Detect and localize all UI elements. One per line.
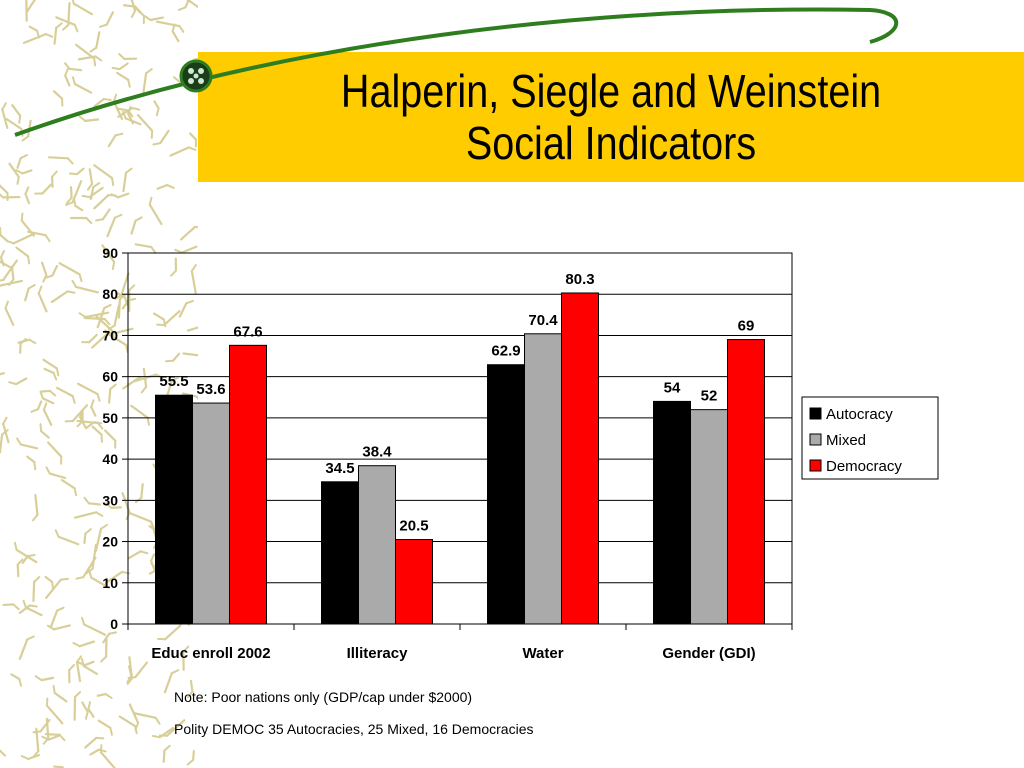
x-tick-label: Illiteracy xyxy=(347,645,409,662)
bar-autocracy xyxy=(321,481,359,625)
bar-democracy xyxy=(561,292,599,625)
y-tick-label: 60 xyxy=(102,369,118,385)
note-line-1: Note: Poor nations only (GDP/cap under $… xyxy=(174,689,473,705)
data-label: 69 xyxy=(738,318,755,335)
y-tick-label: 0 xyxy=(110,616,118,632)
globe-icon xyxy=(179,59,213,93)
note-line-2: Polity DEMOC 35 Autocracies, 25 Mixed, 1… xyxy=(174,721,534,737)
data-label: 34.5 xyxy=(325,460,354,477)
title-line-2: Social Indicators xyxy=(465,117,757,169)
y-tick-label: 10 xyxy=(102,575,118,591)
bar-autocracy xyxy=(487,364,525,625)
bar-mixed xyxy=(690,409,728,625)
legend-box xyxy=(801,396,939,480)
data-label: 70.4 xyxy=(528,312,558,329)
bar-mixed xyxy=(524,333,562,625)
legend-label: Democracy xyxy=(826,458,902,475)
legend: Autocracy Mixed Democracy xyxy=(801,396,939,480)
y-tick-label: 40 xyxy=(102,451,118,467)
swoosh-decoration xyxy=(14,7,899,137)
y-tick-label: 70 xyxy=(102,327,118,343)
y-tick-label: 90 xyxy=(102,245,118,261)
title-band xyxy=(198,52,1024,182)
bar-mixed xyxy=(358,465,396,625)
legend-swatch xyxy=(809,433,822,446)
y-tick-label: 50 xyxy=(102,410,118,426)
legend-swatch xyxy=(809,407,822,420)
y-tick-label: 30 xyxy=(102,492,118,508)
bars xyxy=(155,292,765,625)
data-label: 80.3 xyxy=(565,271,594,288)
x-tick-label: Educ enroll 2002 xyxy=(151,645,270,662)
x-tick-label: Water xyxy=(522,645,563,662)
data-label: 62.9 xyxy=(491,343,520,360)
axes: 0 10 20 30 40 50 60 70 80 90 Educ enroll 2002 Illit… xyxy=(102,245,793,662)
data-label: 52 xyxy=(701,388,718,405)
bar-autocracy xyxy=(155,394,193,625)
bar-democracy xyxy=(395,538,433,625)
legend-swatch xyxy=(809,459,822,472)
bar-mixed xyxy=(192,402,230,625)
bar-democracy xyxy=(727,339,765,625)
data-labels: 55.5 53.6 67.6 34.5 38.4 20.5 62.9 70.4 80.3 54 52… xyxy=(159,271,754,535)
data-label: 67.6 xyxy=(233,323,262,340)
title-line-1: Halperin, Siegle and Weinstein xyxy=(340,65,882,117)
x-tick-label: Gender (GDI) xyxy=(662,645,755,662)
y-tick-label: 20 xyxy=(102,534,118,550)
bar-autocracy xyxy=(653,400,691,625)
legend-label: Autocracy xyxy=(826,406,893,423)
data-label: 53.6 xyxy=(196,381,225,398)
data-label: 20.5 xyxy=(399,517,428,534)
data-label: 38.4 xyxy=(362,444,392,461)
bar-democracy xyxy=(229,344,267,625)
data-label: 55.5 xyxy=(159,373,188,390)
slide-title: Halperin, Siegle and Weinstein Social In… xyxy=(256,52,966,182)
legend-label: Mixed xyxy=(826,432,866,449)
data-label: 54 xyxy=(664,379,681,396)
y-tick-label: 80 xyxy=(102,286,118,302)
